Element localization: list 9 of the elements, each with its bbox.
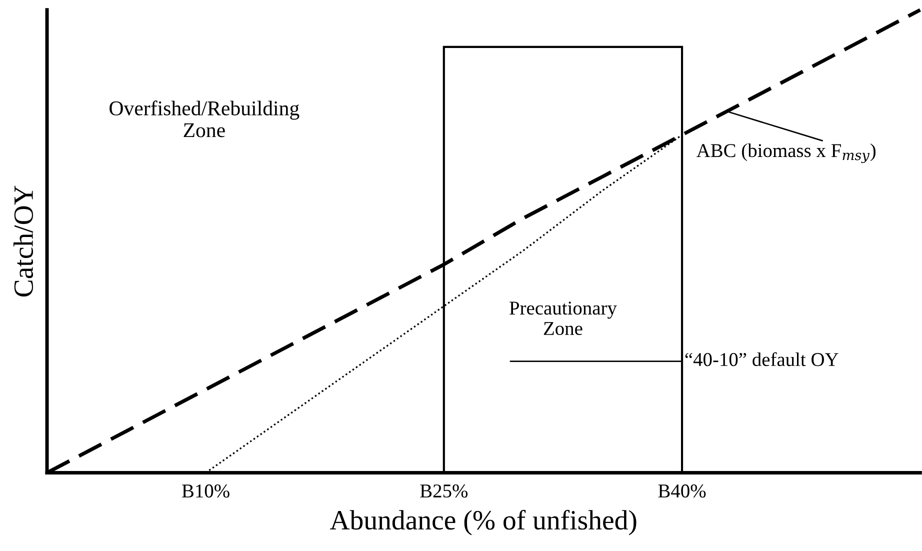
x-axis-title: Abundance (% of unfished)	[330, 510, 636, 536]
annotation: “40-10” default OY	[685, 352, 838, 366]
y-axis-title: Catch/OY	[14, 186, 34, 297]
x-tick-label: B40%	[658, 484, 706, 498]
x-tick-label: B10%	[182, 484, 230, 498]
annotation: Overfished/Rebuilding Zone	[110, 100, 300, 138]
band-label: Precautionary Zone	[510, 302, 617, 336]
annotation: ABC (biomass x F$_{msy}$)	[696, 143, 876, 164]
x-tick-label: B25%	[420, 484, 468, 498]
